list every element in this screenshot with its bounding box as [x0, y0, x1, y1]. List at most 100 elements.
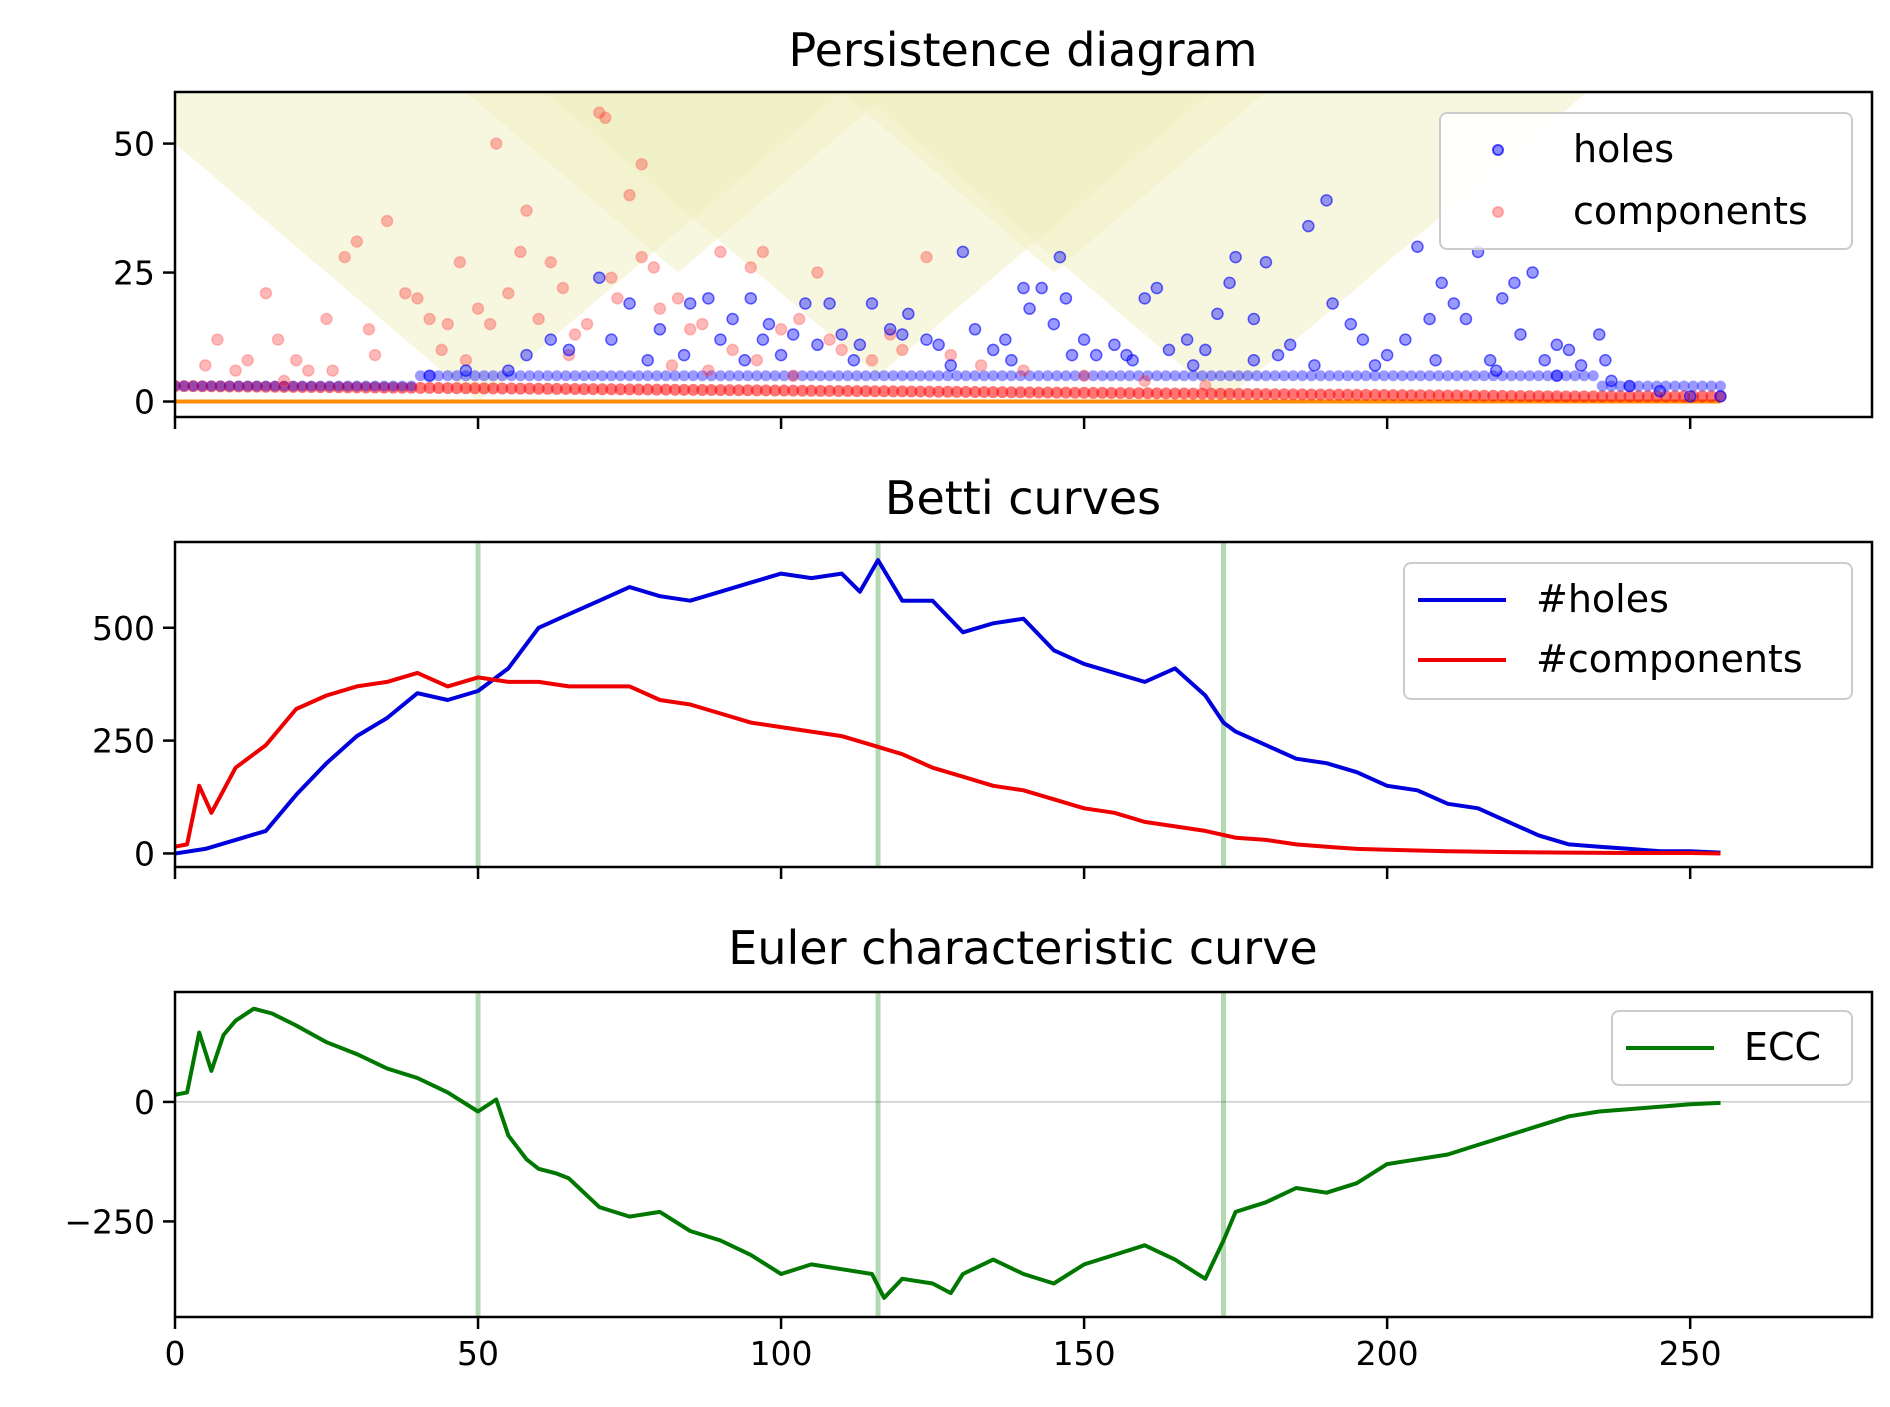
- point-holes: [902, 307, 915, 321]
- point-holes: [1489, 364, 1503, 377]
- point-holes: [569, 370, 581, 382]
- point-components: [241, 380, 254, 393]
- point-components: [920, 250, 933, 264]
- point-holes: [1593, 328, 1606, 341]
- point-holes: [714, 333, 727, 346]
- point-holes: [1005, 370, 1017, 382]
- point-components: [1623, 390, 1636, 403]
- point-components: [896, 385, 909, 398]
- point-holes: [1687, 380, 1699, 392]
- point-holes: [905, 370, 917, 382]
- point-components: [414, 381, 427, 394]
- point-components: [556, 281, 570, 295]
- axes-frame: [173, 540, 1874, 869]
- point-holes: [853, 338, 867, 352]
- point-holes: [1302, 219, 1315, 233]
- point-holes: [396, 380, 408, 392]
- legend-marker-holes: [1492, 144, 1504, 156]
- point-components: [523, 382, 536, 395]
- point-components: [278, 380, 291, 393]
- point-holes: [1387, 370, 1399, 382]
- point-components: [1405, 389, 1418, 402]
- legend-label-components: components: [1573, 189, 1808, 233]
- point-holes: [714, 370, 726, 382]
- persistence-diagram-title: Persistence diagram: [788, 23, 1257, 77]
- point-holes: [1669, 380, 1681, 392]
- x-tick-label: 250: [1659, 1334, 1722, 1373]
- point-holes: [651, 370, 663, 382]
- point-components: [196, 380, 209, 393]
- point-holes: [887, 370, 899, 382]
- point-holes: [424, 370, 436, 382]
- point-holes: [1186, 359, 1200, 372]
- point-holes: [1199, 343, 1212, 357]
- point-holes: [324, 380, 336, 392]
- scatter-points: [175, 106, 1727, 403]
- point-holes: [683, 297, 697, 310]
- legend-label-components: #components: [1536, 637, 1803, 681]
- point-holes: [1042, 370, 1054, 382]
- point-holes: [605, 333, 618, 346]
- point-holes: [669, 370, 681, 382]
- point-components: [332, 381, 345, 394]
- point-components: [532, 312, 545, 326]
- point-components: [362, 323, 376, 336]
- point-components: [1196, 387, 1209, 400]
- point-holes: [1344, 317, 1358, 331]
- point-components: [1017, 364, 1030, 377]
- point-components: [450, 382, 463, 395]
- point-components: [896, 343, 909, 357]
- point-components: [205, 380, 218, 393]
- point-holes: [1035, 281, 1048, 295]
- point-holes: [1078, 370, 1090, 382]
- point-holes: [1247, 354, 1261, 367]
- point-holes: [1624, 380, 1636, 392]
- point-components: [1232, 387, 1245, 400]
- x-tick-label: 0: [165, 1334, 186, 1373]
- point-holes: [1433, 370, 1445, 382]
- point-components: [1605, 390, 1618, 403]
- point-holes: [502, 364, 515, 377]
- point-components: [787, 384, 800, 397]
- point-holes: [1126, 354, 1139, 367]
- y-tick-label: −250: [64, 1202, 155, 1241]
- point-holes: [1096, 370, 1108, 382]
- point-components: [187, 380, 200, 393]
- point-holes: [787, 370, 799, 382]
- point-components: [1396, 389, 1409, 402]
- point-components: [214, 380, 227, 393]
- point-holes: [1414, 370, 1426, 382]
- point-components: [568, 328, 582, 341]
- point-components: [659, 383, 672, 396]
- point-components: [850, 385, 863, 398]
- point-components: [1287, 388, 1300, 401]
- point-holes: [1014, 370, 1026, 382]
- point-holes: [1714, 380, 1726, 392]
- point-holes: [751, 370, 763, 382]
- y-tick-label: 0: [134, 834, 155, 873]
- point-components: [320, 312, 333, 326]
- point-components: [878, 385, 891, 398]
- point-components: [678, 383, 691, 396]
- point-components: [623, 188, 636, 202]
- point-holes: [296, 380, 308, 392]
- y-tick-label: 0: [134, 383, 155, 422]
- point-components: [726, 343, 739, 357]
- point-components: [611, 292, 624, 305]
- point-holes: [1411, 240, 1424, 254]
- point-holes: [1326, 297, 1339, 310]
- legend-box: [1403, 562, 1853, 700]
- point-holes: [896, 328, 909, 341]
- point-holes: [1296, 370, 1308, 382]
- point-holes: [1150, 281, 1164, 295]
- point-components: [996, 386, 1009, 399]
- legend-label-ecc: ECC: [1744, 1025, 1821, 1069]
- point-holes: [333, 380, 345, 392]
- point-holes: [1211, 307, 1224, 321]
- point-components: [369, 381, 382, 394]
- point-components: [714, 384, 727, 397]
- point-components: [635, 250, 648, 264]
- point-holes: [1569, 370, 1581, 382]
- euler-curve-panel: Euler characteristic curve 0 50 100 150 200 2…: [64, 921, 1874, 1373]
- point-components: [702, 364, 715, 377]
